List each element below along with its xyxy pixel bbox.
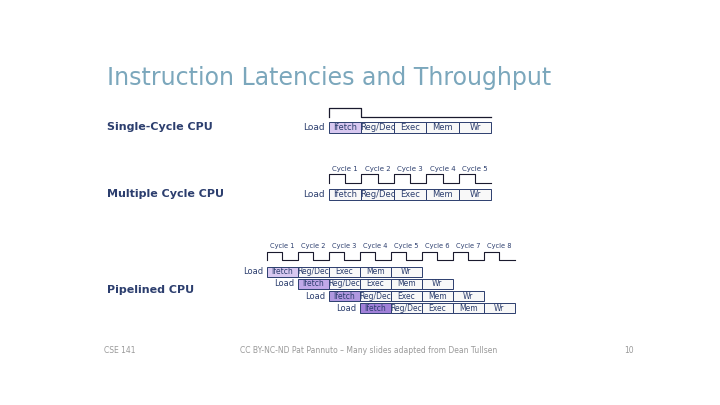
Bar (360, 279, 391, 289)
Text: Load: Load (303, 123, 325, 132)
Bar (394, 189, 426, 200)
Bar (329, 122, 361, 132)
Text: Cycle 8: Cycle 8 (487, 243, 511, 249)
Text: Cycle 6: Cycle 6 (425, 243, 449, 249)
Text: Mem: Mem (459, 304, 477, 313)
Text: Cycle 5: Cycle 5 (394, 243, 418, 249)
Text: Ifetch: Ifetch (333, 123, 357, 132)
Bar (360, 291, 391, 301)
Text: Exec: Exec (366, 279, 384, 288)
Bar (297, 279, 329, 289)
Text: Cycle 1: Cycle 1 (270, 243, 294, 249)
Bar (459, 122, 492, 132)
Text: Reg/Dec: Reg/Dec (360, 123, 395, 132)
Text: Wr: Wr (463, 292, 473, 301)
Text: Cycle 3: Cycle 3 (332, 243, 356, 249)
Bar (266, 266, 297, 277)
Text: Load: Load (336, 304, 356, 313)
Text: Wr: Wr (469, 123, 481, 132)
Text: Reg/Dec: Reg/Dec (359, 292, 391, 301)
Bar (391, 291, 422, 301)
Bar (360, 303, 391, 313)
Text: Reg/Dec: Reg/Dec (297, 267, 329, 276)
Bar (329, 189, 361, 200)
Bar (422, 279, 453, 289)
Text: Ifetch: Ifetch (302, 279, 324, 288)
Text: Cycle 4: Cycle 4 (430, 166, 456, 172)
Text: Cycle 5: Cycle 5 (462, 166, 488, 172)
Bar (422, 303, 453, 313)
Text: Mem: Mem (366, 267, 384, 276)
Bar (360, 266, 391, 277)
Bar (329, 266, 360, 277)
Text: Multiple Cycle CPU: Multiple Cycle CPU (107, 189, 224, 199)
Text: Load: Load (305, 292, 325, 301)
Text: Load: Load (274, 279, 294, 288)
Text: CC BY-NC-ND Pat Pannuto – Many slides adapted from Dean Tullsen: CC BY-NC-ND Pat Pannuto – Many slides ad… (240, 346, 498, 355)
Text: Reg/Dec: Reg/Dec (328, 279, 360, 288)
Text: Mem: Mem (428, 292, 446, 301)
Bar (297, 266, 329, 277)
Text: Instruction Latencies and Throughput: Instruction Latencies and Throughput (107, 66, 552, 90)
Text: Exec: Exec (428, 304, 446, 313)
Text: Reg/Dec: Reg/Dec (360, 190, 395, 198)
Text: Ifetch: Ifetch (333, 190, 357, 198)
Bar (391, 279, 422, 289)
Bar (329, 291, 360, 301)
Text: CSE 141: CSE 141 (104, 346, 135, 355)
Bar (361, 189, 394, 200)
Text: Single-Cycle CPU: Single-Cycle CPU (107, 122, 213, 132)
Text: Load: Load (243, 267, 264, 276)
Text: Cycle 2: Cycle 2 (365, 166, 390, 172)
Text: Ifetch: Ifetch (333, 292, 355, 301)
Text: Exec: Exec (336, 267, 353, 276)
Bar (422, 291, 453, 301)
Bar (484, 303, 515, 313)
Bar (394, 122, 426, 132)
Text: Wr: Wr (401, 267, 411, 276)
Bar (361, 122, 394, 132)
Text: Mem: Mem (432, 190, 453, 198)
Bar (453, 303, 484, 313)
Text: Reg/Dec: Reg/Dec (390, 304, 422, 313)
Text: Exec: Exec (400, 190, 420, 198)
Text: Load: Load (303, 190, 325, 198)
Bar (391, 303, 422, 313)
Text: Cycle 4: Cycle 4 (363, 243, 387, 249)
Text: Cycle 7: Cycle 7 (456, 243, 480, 249)
Bar (426, 122, 459, 132)
Text: Exec: Exec (397, 292, 415, 301)
Text: Cycle 1: Cycle 1 (332, 166, 358, 172)
Text: Ifetch: Ifetch (271, 267, 293, 276)
Text: Wr: Wr (494, 304, 505, 313)
Bar (426, 189, 459, 200)
Text: Exec: Exec (400, 123, 420, 132)
Text: Cycle 3: Cycle 3 (397, 166, 423, 172)
Text: Wr: Wr (469, 190, 481, 198)
Bar (391, 266, 422, 277)
Text: 10: 10 (624, 346, 634, 355)
Text: Mem: Mem (397, 279, 415, 288)
Text: Mem: Mem (432, 123, 453, 132)
Bar (329, 279, 360, 289)
Bar (453, 291, 484, 301)
Text: Pipelined CPU: Pipelined CPU (107, 285, 194, 295)
Text: Ifetch: Ifetch (364, 304, 386, 313)
Text: Wr: Wr (432, 279, 442, 288)
Text: Cycle 2: Cycle 2 (301, 243, 325, 249)
Bar (459, 189, 492, 200)
